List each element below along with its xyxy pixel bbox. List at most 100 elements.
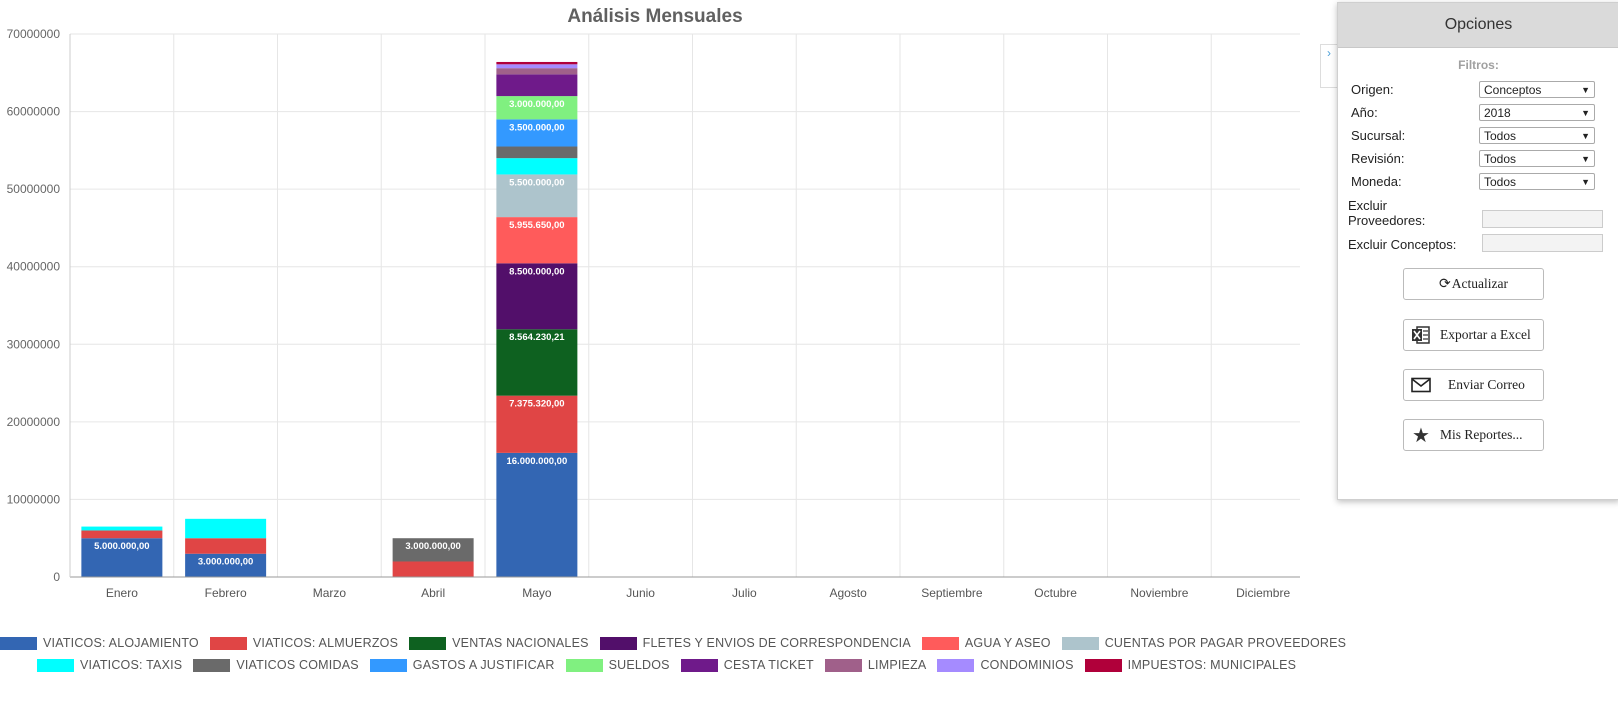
refresh-button[interactable]: ⟳ Actualizar xyxy=(1403,268,1544,300)
select-value: Todos xyxy=(1484,151,1517,166)
bar-segment[interactable] xyxy=(496,174,578,218)
y-tick-label: 0 xyxy=(53,570,60,584)
y-tick-label: 20000000 xyxy=(7,415,61,429)
legend-swatch xyxy=(680,658,718,672)
revision-select[interactable]: Todos ▼ xyxy=(1479,150,1595,167)
bar-segment[interactable] xyxy=(81,538,163,577)
dropdown-arrow-icon: ▼ xyxy=(1581,84,1590,95)
legend-swatch xyxy=(369,658,407,672)
legend-label: LIMPIEZA xyxy=(867,658,927,672)
legend-label: VIATICOS: TAXIS xyxy=(80,658,183,672)
bars xyxy=(81,61,578,577)
bar-segment[interactable] xyxy=(496,74,578,97)
x-tick-label: Marzo xyxy=(313,586,347,600)
dropdown-arrow-icon: ▼ xyxy=(1581,130,1590,141)
legend-item[interactable]: CONDOMINIOS xyxy=(937,658,1073,672)
filter-label: Sucursal: xyxy=(1351,128,1406,143)
data-label: 3.000.000,00 xyxy=(198,557,253,568)
filter-revision: Revisión: Todos ▼ xyxy=(1338,147,1618,170)
bar-segment[interactable] xyxy=(392,538,474,562)
bar-segment[interactable] xyxy=(496,64,578,69)
legend-item[interactable]: GASTOS A JUSTIFICAR xyxy=(369,658,555,672)
ano-select[interactable]: 2018 ▼ xyxy=(1479,104,1595,121)
y-tick-label: 10000000 xyxy=(7,492,61,506)
bar-segment[interactable] xyxy=(185,538,267,554)
origen-select[interactable]: Conceptos ▼ xyxy=(1479,81,1595,98)
select-value: 2018 xyxy=(1484,105,1511,120)
legend-item[interactable]: VIATICOS: ALMUERZOS xyxy=(209,636,398,650)
bar-segment[interactable] xyxy=(496,452,578,577)
bar-segment[interactable] xyxy=(185,518,267,539)
legend-swatch xyxy=(921,636,959,650)
data-label: 3.000.000,00 xyxy=(509,99,564,110)
email-label: Enviar Correo xyxy=(1448,377,1525,392)
my-reports-button[interactable]: ★ Mis Reportes... xyxy=(1403,419,1544,451)
legend: VIATICOS: ALOJAMIENTO VIATICOS: ALMUERZOS… xyxy=(0,632,1360,676)
bar-segment[interactable] xyxy=(81,530,163,539)
exclude-providers-label-line1: Excluir xyxy=(1348,198,1388,213)
bar-segment[interactable] xyxy=(496,146,578,159)
filter-ano: Año: 2018 ▼ xyxy=(1338,101,1618,124)
filter-label: Año: xyxy=(1351,105,1378,120)
x-tick-label: Mayo xyxy=(522,586,552,600)
bar-segment[interactable] xyxy=(392,561,474,577)
bar-segment[interactable] xyxy=(496,119,578,147)
data-label: 5.955.650,00 xyxy=(509,220,564,231)
panel-title: Opciones xyxy=(1338,3,1618,48)
select-value: Conceptos xyxy=(1484,82,1542,97)
legend-item[interactable]: VIATICOS COMIDAS xyxy=(193,658,359,672)
legend-swatch xyxy=(193,658,231,672)
filter-label: Origen: xyxy=(1351,82,1394,97)
bar-segment[interactable] xyxy=(185,553,267,577)
legend-item[interactable]: VENTAS NACIONALES xyxy=(409,636,589,650)
legend-item[interactable]: CESTA TICKET xyxy=(680,658,814,672)
y-tick-label: 60000000 xyxy=(7,105,61,119)
exclude-concepts-input[interactable] xyxy=(1482,234,1603,252)
data-label: 5.500.000,00 xyxy=(509,177,564,188)
legend-item[interactable]: AGUA Y ASEO xyxy=(921,636,1051,650)
bar-segment[interactable] xyxy=(496,329,578,396)
legend-item[interactable]: SUELDOS xyxy=(565,658,670,672)
bar-segment[interactable] xyxy=(496,158,578,175)
legend-row: VIATICOS: TAXIS VIATICOS COMIDAS GASTOS A … xyxy=(0,654,1360,676)
refresh-label: Actualizar xyxy=(1451,276,1508,291)
data-labels: 5.000.000,00 3.000.000,00 16.000.000,00 7.3… xyxy=(94,99,567,568)
panel-collapse-tab[interactable]: › xyxy=(1320,44,1337,88)
legend-item[interactable]: IMPUESTOS: MUNICIPALES xyxy=(1084,658,1297,672)
exclude-providers-label: Excluir Proveedores: xyxy=(1348,198,1425,228)
dropdown-arrow-icon: ▼ xyxy=(1581,176,1590,187)
grid xyxy=(69,33,1300,578)
send-email-button[interactable]: Enviar Correo xyxy=(1403,369,1544,401)
export-excel-button[interactable]: Exportar a Excel xyxy=(1403,319,1544,351)
dropdown-arrow-icon: ▼ xyxy=(1581,153,1590,164)
select-value: Todos xyxy=(1484,128,1517,143)
bar-segment[interactable] xyxy=(496,96,578,120)
sucursal-select[interactable]: Todos ▼ xyxy=(1479,127,1595,144)
legend-item[interactable]: CUENTAS POR PAGAR PROVEEDORES xyxy=(1061,636,1347,650)
legend-row: VIATICOS: ALOJAMIENTO VIATICOS: ALMUERZOS… xyxy=(0,632,1360,654)
exclude-providers-input[interactable] xyxy=(1482,210,1603,228)
bar-segment[interactable] xyxy=(496,68,578,75)
legend-swatch xyxy=(599,636,637,650)
legend-label: IMPUESTOS: MUNICIPALES xyxy=(1127,658,1297,672)
excel-icon xyxy=(1408,325,1434,345)
legend-item[interactable]: FLETES Y ENVIOS DE CORRESPONDENCIA xyxy=(599,636,911,650)
filter-label: Revisión: xyxy=(1351,151,1405,166)
options-panel: Opciones Filtros: Origen: Conceptos ▼ Añ… xyxy=(1337,2,1618,500)
exclude-providers-label-line2: Proveedores: xyxy=(1348,213,1426,228)
bar-segment[interactable] xyxy=(81,526,163,531)
moneda-select[interactable]: Todos ▼ xyxy=(1479,173,1595,190)
legend-label: VIATICOS: ALOJAMIENTO xyxy=(43,636,199,650)
exclude-concepts-label: Excluir Conceptos: xyxy=(1348,237,1457,252)
bar-segment[interactable] xyxy=(496,61,578,65)
legend-swatch xyxy=(937,658,975,672)
bar-segment[interactable] xyxy=(496,217,578,264)
legend-item[interactable]: VIATICOS: ALOJAMIENTO xyxy=(0,636,199,650)
bar-segment[interactable] xyxy=(496,263,578,330)
filter-origen: Origen: Conceptos ▼ xyxy=(1338,78,1618,101)
legend-label: CUENTAS POR PAGAR PROVEEDORES xyxy=(1104,636,1347,650)
legend-item[interactable]: LIMPIEZA xyxy=(824,658,927,672)
bar-segment[interactable] xyxy=(496,395,578,453)
legend-item[interactable]: VIATICOS: TAXIS xyxy=(37,658,182,672)
legend-label: AGUA Y ASEO xyxy=(964,636,1051,650)
